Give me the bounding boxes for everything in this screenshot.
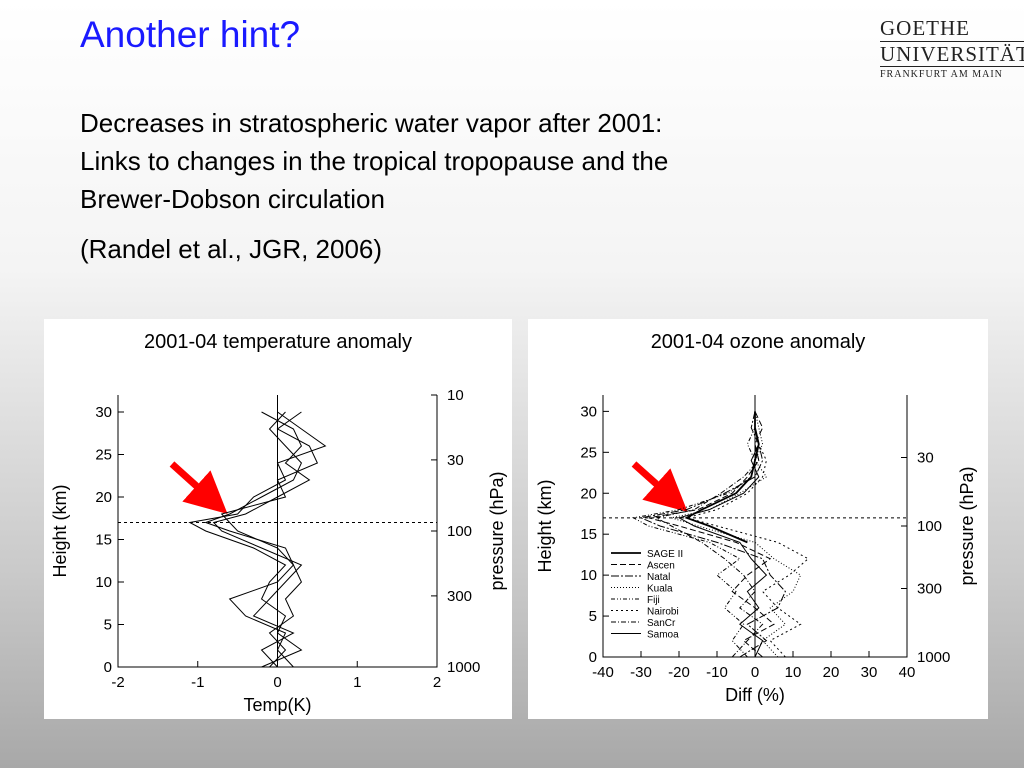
y-axis-label: Height (km) [535, 479, 555, 572]
y2-tick-label: 1000 [447, 659, 480, 676]
slide-body: Decreases in stratospheric water vapor a… [80, 104, 668, 268]
y-tick-label: 5 [589, 608, 597, 625]
profile-line [188, 411, 327, 668]
x-tick-label: -40 [592, 664, 614, 681]
y2-axis-label: pressure (hPa) [957, 466, 977, 585]
x-tick-label: -30 [630, 664, 652, 681]
y-tick-label: 0 [589, 649, 597, 666]
x-tick-label: 1 [353, 674, 361, 691]
arrow [631, 461, 688, 513]
legend-label: Ascen [647, 561, 675, 572]
profile-line [677, 411, 768, 658]
profile-line [631, 411, 756, 658]
body-line: Brewer-Dobson circulation [80, 184, 385, 214]
figure-panel [528, 319, 988, 719]
logo-text: FRANKFURT AM MAIN [880, 69, 1003, 80]
body-line: Links to changes in the tropical tropopa… [80, 146, 669, 176]
x-tick-label: 40 [899, 664, 916, 681]
profile-line [669, 411, 802, 658]
profile-line [212, 411, 311, 668]
y2-tick-label: 30 [447, 452, 464, 469]
x-tick-label: 30 [861, 664, 878, 681]
legend-label: Fiji [647, 595, 660, 606]
citation: (Randel et al., JGR, 2006) [80, 234, 383, 264]
slide-title: Another hint? [80, 14, 301, 55]
profile-line [639, 411, 786, 658]
x-tick-label: 0 [751, 664, 759, 681]
y-tick-label: 25 [95, 447, 112, 464]
legend-label: SanCr [647, 618, 676, 629]
y-tick-label: 30 [95, 404, 112, 421]
x-tick-label: 10 [785, 664, 802, 681]
logo-text: GOETHE [880, 16, 970, 40]
chart-title: 2001-04 ozone anomaly [651, 331, 866, 353]
y2-tick-label: 300 [447, 588, 472, 605]
y-tick-label: 15 [580, 526, 597, 543]
y2-tick-label: 300 [917, 581, 942, 598]
x-tick-label: -10 [706, 664, 728, 681]
logo-text: UNIVERSITÄT [880, 41, 1024, 67]
y-tick-label: 5 [104, 617, 112, 634]
y-tick-label: 0 [104, 659, 112, 676]
profile-line [684, 411, 810, 658]
y-tick-label: 10 [580, 567, 597, 584]
legend-label: Natal [647, 572, 670, 583]
legend-label: Samoa [647, 630, 679, 641]
y-tick-label: 20 [95, 489, 112, 506]
x-tick-label: 0 [273, 674, 281, 691]
profile-line [204, 411, 303, 668]
profile-line [220, 411, 319, 668]
y2-axis-label: pressure (hPa) [487, 471, 507, 590]
y-tick-label: 20 [580, 485, 597, 502]
y-tick-label: 15 [95, 532, 112, 549]
profile-line [648, 411, 775, 658]
y2-tick-label: 100 [917, 518, 942, 535]
x-tick-label: -2 [111, 674, 124, 691]
y2-tick-label: 100 [447, 523, 472, 540]
body-line: Decreases in stratospheric water vapor a… [80, 108, 663, 138]
legend-label: Nairobi [647, 607, 679, 618]
y2-tick-label: 10 [447, 387, 464, 404]
logo: GOETHE UNIVERSITÄT FRANKFURT AM MAIN [880, 16, 1024, 80]
x-tick-label: -1 [191, 674, 204, 691]
y-tick-label: 10 [95, 574, 112, 591]
arrow [169, 461, 228, 515]
x-tick-label: 20 [823, 664, 840, 681]
x-axis-label: Temp(K) [243, 695, 311, 715]
x-tick-label: -20 [668, 664, 690, 681]
x-axis-label: Diff (%) [725, 685, 785, 705]
y2-tick-label: 30 [917, 450, 934, 467]
y2-tick-label: 1000 [917, 649, 950, 666]
chart-title: 2001-04 temperature anomaly [144, 331, 412, 353]
y-axis-label: Height (km) [50, 484, 70, 577]
legend-label: Kuala [647, 584, 673, 595]
y-tick-label: 25 [580, 444, 597, 461]
x-tick-label: 2 [433, 674, 441, 691]
y-tick-label: 30 [580, 403, 597, 420]
profile-line [654, 411, 764, 658]
legend-label: SAGE II [647, 549, 683, 560]
